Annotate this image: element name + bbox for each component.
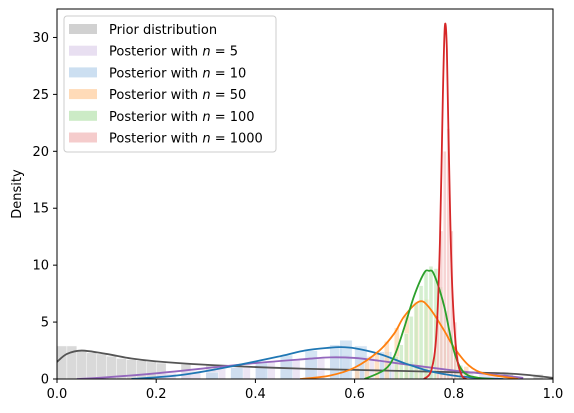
kde-line-series-2 — [131, 346, 504, 379]
legend-swatch — [69, 89, 97, 100]
legend-label: Posterior with n = 1000 — [109, 132, 263, 147]
hist-bar — [106, 356, 117, 379]
hist-bar — [76, 350, 87, 379]
y-tick-label: 20 — [32, 145, 49, 160]
y-axis-label: Density — [10, 169, 25, 219]
x-tick-label: 1.0 — [543, 387, 564, 402]
y-tick-label: 30 — [32, 31, 49, 46]
kde-line-series-0 — [57, 349, 553, 379]
legend-swatch — [69, 110, 97, 121]
y-tick-label: 5 — [41, 316, 49, 331]
hist-bar — [443, 151, 447, 379]
legend-swatch — [69, 67, 97, 78]
y-tick-label: 10 — [32, 259, 49, 274]
hist-bar — [408, 316, 414, 379]
hist-bar — [136, 360, 147, 379]
legend-box — [63, 15, 277, 153]
kde-line-series-4 — [364, 269, 494, 379]
hist-bar — [96, 353, 107, 379]
hist-bar — [384, 341, 390, 379]
hist-bar — [304, 350, 318, 379]
legend-swatch — [69, 45, 97, 56]
legend-swatch — [69, 132, 97, 143]
legend-swatch — [69, 24, 97, 34]
legend-label: Posterior with n = 10 — [109, 66, 246, 81]
axes-frame — [56, 8, 554, 380]
hist-bar — [205, 371, 219, 379]
x-tick-label: 0.0 — [47, 387, 68, 402]
hist-bar — [428, 266, 434, 379]
kde-line-series-5 — [423, 22, 467, 379]
kde-line-series-1 — [76, 356, 524, 379]
y-tick-label: 25 — [32, 88, 49, 103]
x-tick-label: 0.6 — [344, 387, 365, 402]
legend-label: Prior distribution — [109, 23, 217, 38]
hist-bar — [86, 352, 97, 379]
hist-bar — [255, 361, 268, 379]
kde-line-series-3 — [299, 300, 519, 379]
hist-bar — [230, 367, 244, 379]
hist-bar — [146, 361, 157, 379]
plot-area — [57, 22, 553, 379]
hist-bar — [439, 230, 444, 379]
hist-bar — [57, 345, 68, 379]
y-tick-label: 15 — [32, 202, 49, 217]
legend-label: Posterior with n = 5 — [109, 45, 238, 60]
hist-bar — [404, 333, 409, 379]
axis-ticks: 0.0 0.2 0.4 0.6 0.8 1.0 0 5 10 15 20 25 30 — [32, 31, 563, 402]
legend: Prior distribution Posterior with n = 5 Po… — [63, 15, 277, 153]
x-tick-label: 0.2 — [146, 387, 167, 402]
hist-bar — [394, 356, 399, 379]
hist-bar — [423, 271, 429, 379]
hist-bar — [280, 354, 293, 379]
legend-label: Posterior with n = 100 — [109, 110, 255, 125]
hist-bar — [418, 285, 424, 379]
legend-label: Posterior with n = 50 — [109, 88, 246, 103]
x-tick-label: 0.8 — [443, 387, 464, 402]
y-tick-label: 0 — [41, 373, 49, 388]
x-tick-label: 0.4 — [245, 387, 266, 402]
